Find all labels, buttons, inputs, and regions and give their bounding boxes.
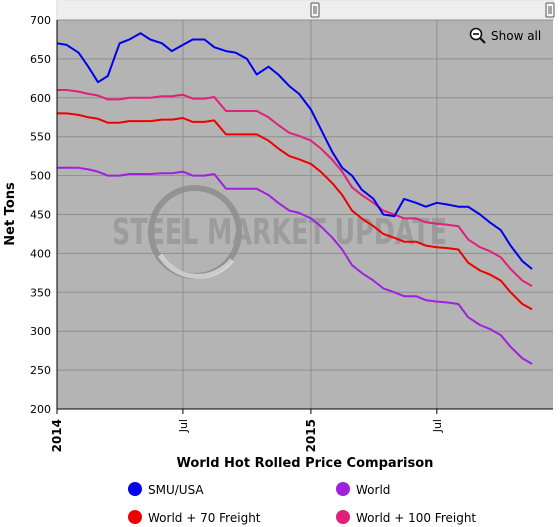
legend-item[interactable]: World	[336, 482, 390, 497]
y-tick-label: 600	[30, 92, 51, 105]
x-axis-ticks: 2014 Jul 2015 Jul	[50, 409, 444, 452]
y-tick-label: 400	[30, 247, 51, 260]
legend-label: World + 100 Freight	[356, 511, 476, 525]
x-tick-label: 2015	[304, 419, 318, 452]
legend-item[interactable]: SMU/USA	[128, 482, 204, 497]
series-line-world-100-freight	[57, 89, 533, 287]
zoom-out-icon	[469, 27, 486, 44]
legend-item[interactable]: World + 100 Freight	[336, 510, 476, 525]
y-tick-label: 350	[30, 286, 51, 299]
y-tick-label: 250	[30, 364, 51, 377]
legend-item[interactable]: World + 70 Freight	[128, 510, 261, 525]
legend-label: World	[356, 483, 390, 497]
x-tick-label: Jul	[431, 419, 444, 433]
y-axis-title: Net Tons	[3, 182, 18, 246]
y-tick-label: 450	[30, 209, 51, 222]
watermark-text: STEEL MARKET UPDATE	[112, 212, 447, 253]
y-axis-ticks: 200 250 300 350 400 450 500 550 600 650 700	[30, 14, 51, 416]
x-tick-label: Jul	[177, 419, 190, 433]
y-tick-label: 300	[30, 325, 51, 338]
y-tick-label: 700	[30, 14, 51, 27]
series-line-world-70-freight	[57, 112, 533, 311]
legend-marker	[336, 482, 350, 496]
legend-label: World + 70 Freight	[148, 511, 261, 525]
x-tick-label: 2014	[50, 419, 64, 452]
legend-marker	[128, 482, 142, 496]
show-all-button[interactable]: Show all	[462, 24, 548, 48]
series-line-smu-usa	[56, 32, 533, 270]
show-all-label: Show all	[491, 29, 541, 43]
y-tick-label: 200	[30, 403, 51, 416]
navigator-bar[interactable]	[56, 0, 554, 21]
legend-marker	[128, 510, 142, 524]
chart-title: World Hot Rolled Price Comparison	[177, 456, 434, 471]
y-tick-label: 650	[30, 53, 51, 66]
legend: SMU/USA World World + 70 Freight World + 10…	[128, 482, 476, 525]
legend-marker	[336, 510, 350, 524]
series-line-world	[57, 166, 533, 365]
y-tick-label: 550	[30, 131, 51, 144]
navigator-handle-right[interactable]	[545, 2, 555, 18]
y-tick-label: 500	[30, 170, 51, 183]
watermark-logo: STEEL MARKET UPDATE	[112, 185, 447, 279]
series-lines	[56, 32, 533, 365]
legend-label: SMU/USA	[148, 483, 204, 497]
navigator-handle-left[interactable]	[310, 2, 320, 18]
